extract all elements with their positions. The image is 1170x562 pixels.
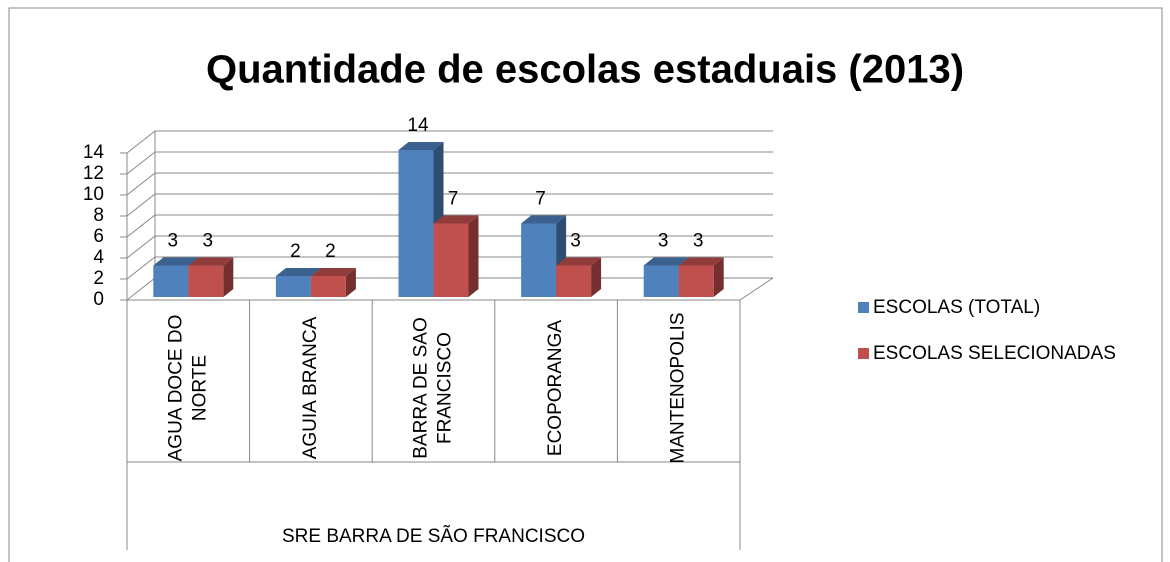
bar-front [275, 276, 311, 297]
y-tick-label: 10 [83, 184, 104, 205]
bar-top [398, 142, 444, 150]
legend-swatch [858, 348, 869, 359]
grid-line [126, 214, 773, 238]
bar [433, 215, 479, 297]
grid-line [126, 256, 773, 280]
bar [556, 257, 602, 297]
chart-border [8, 7, 1163, 562]
bar-front [310, 276, 346, 297]
grid-line [126, 151, 773, 175]
y-tick-label: 8 [93, 205, 104, 226]
y-tick-label: 14 [83, 142, 105, 163]
bar-front [521, 223, 557, 297]
bar-front [153, 265, 189, 297]
bar-front [556, 265, 592, 297]
y-tick-label: 2 [93, 268, 104, 289]
x-tick-label: BARRA DE SAO FRANCISCO [411, 317, 456, 459]
bar [188, 257, 234, 297]
bar [310, 268, 356, 297]
bar-front [433, 223, 469, 297]
bar-front [643, 265, 679, 297]
data-label: 3 [693, 231, 704, 252]
x-tick-label: AGUIA BRANCA [300, 316, 321, 459]
legend-label: ESCOLAS (TOTAL) [873, 297, 1040, 318]
chart-title: Quantidade de escolas estaduais (2013) [206, 48, 964, 92]
data-label: 3 [168, 231, 179, 252]
bar-front [188, 265, 224, 297]
data-label: 7 [535, 189, 546, 210]
x-tick-label: MANTENOPOLIS [668, 313, 689, 464]
bar-top [556, 257, 602, 266]
bar-side [345, 268, 356, 297]
data-label: 3 [203, 231, 214, 252]
bar-top [153, 257, 199, 266]
y-tick-label: 6 [93, 226, 104, 247]
legend-label: ESCOLAS SELECIONADAS [873, 343, 1116, 364]
data-label: 2 [290, 241, 301, 262]
bar-front [678, 265, 714, 297]
y-tick-label: 0 [93, 289, 104, 310]
bar-top [433, 215, 479, 224]
grid-line [126, 235, 773, 259]
bar-top [275, 268, 321, 276]
bar-top [310, 268, 356, 276]
bar-front [398, 150, 434, 297]
bar-side [591, 257, 602, 297]
bar-top [188, 257, 234, 266]
grid-line [126, 130, 773, 154]
data-label: 14 [407, 115, 429, 136]
grid-line [126, 172, 773, 196]
bar-side [468, 215, 479, 297]
legend-swatch [858, 302, 869, 313]
y-tick-label: 12 [83, 163, 104, 184]
x-tick-label: ECOPORANGA [545, 320, 566, 457]
data-label: 3 [658, 231, 669, 252]
x-tick-label: AGUA DOCE DO NORTE [165, 315, 210, 462]
bar-top [643, 257, 689, 266]
bar-side [223, 257, 234, 297]
data-label: 2 [325, 241, 336, 262]
grid-line [126, 193, 773, 217]
bar [678, 257, 724, 297]
bar-side [713, 257, 724, 297]
group-label: SRE BARRA DE SÃO FRANCISCO [282, 525, 585, 547]
bar-top [521, 215, 567, 224]
y-tick-label: 4 [93, 247, 104, 268]
data-label: 7 [448, 189, 459, 210]
bar-top [678, 257, 724, 266]
data-label: 3 [570, 231, 581, 252]
